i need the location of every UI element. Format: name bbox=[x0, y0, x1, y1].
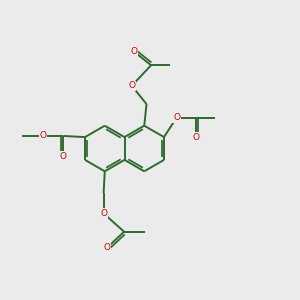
Text: O: O bbox=[173, 113, 180, 122]
Text: O: O bbox=[39, 131, 46, 140]
Text: O: O bbox=[192, 133, 200, 142]
Text: O: O bbox=[103, 243, 110, 252]
Text: O: O bbox=[60, 152, 67, 161]
Text: O: O bbox=[100, 209, 107, 218]
Text: O: O bbox=[130, 47, 137, 56]
Text: O: O bbox=[128, 81, 135, 90]
